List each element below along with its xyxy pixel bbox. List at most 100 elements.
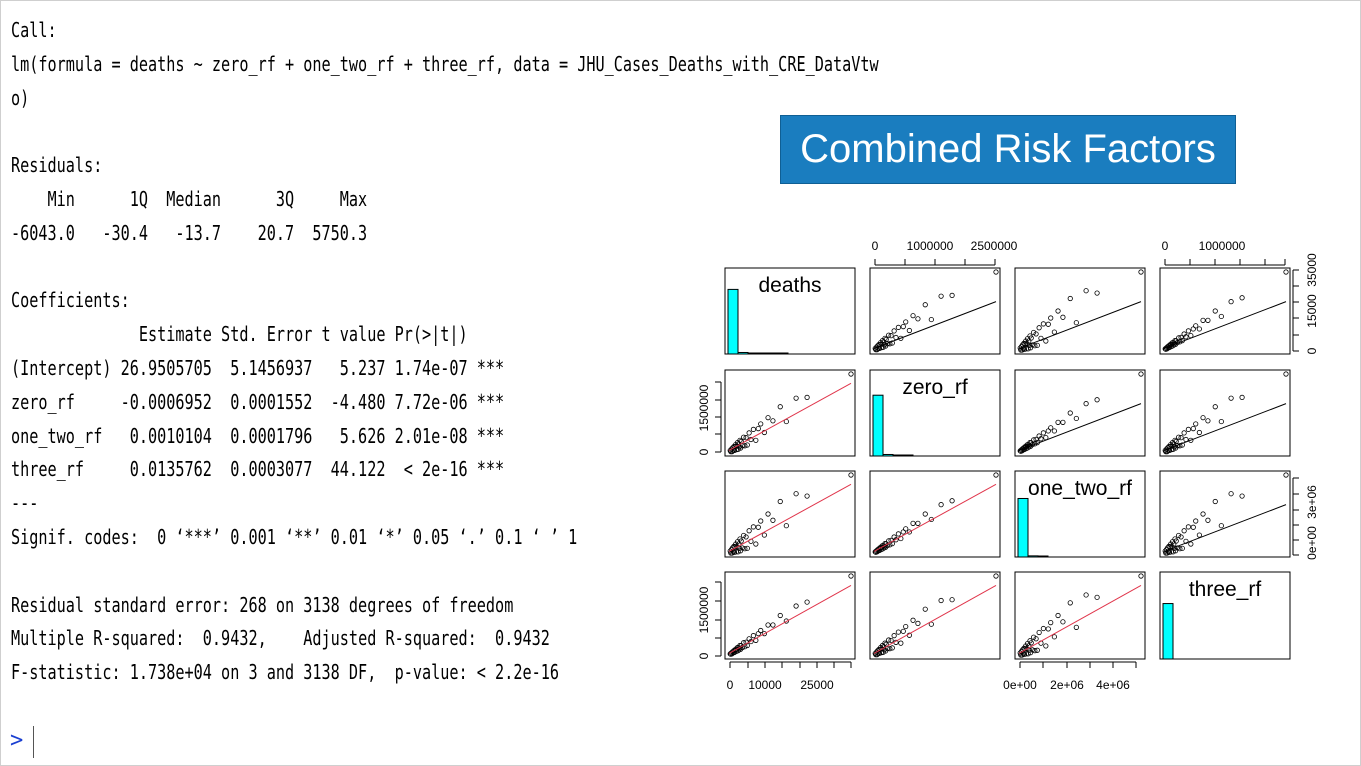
diagonal-label-one_two_rf: one_two_rf <box>1028 477 1132 500</box>
tick-label: 0e+00 <box>1305 526 1319 560</box>
scatter-point <box>1193 323 1199 329</box>
scatter-point <box>1034 342 1040 348</box>
scatter-point <box>903 623 909 630</box>
scatter-point <box>1205 418 1211 424</box>
scatter-point <box>1181 430 1187 436</box>
scatter-point <box>783 523 789 529</box>
scatter-point <box>1188 541 1194 547</box>
smooth-line <box>873 483 997 552</box>
scatter-point <box>893 537 899 543</box>
scatter-point <box>1185 426 1192 432</box>
tick-label: 4e+06 <box>1096 678 1130 692</box>
scatter-point <box>1174 545 1181 551</box>
scatter-point <box>1045 321 1051 327</box>
scatter-point <box>1205 517 1211 523</box>
scatter-point <box>1083 401 1089 407</box>
scatter-point <box>742 443 748 449</box>
scatter-point <box>1094 594 1100 600</box>
smooth-line <box>873 585 997 654</box>
scatter-point <box>949 292 955 298</box>
scatter-point <box>1170 549 1176 555</box>
panel-one_two_rf-three_rf <box>1159 470 1291 558</box>
scatter-point <box>922 606 928 612</box>
scatter-point-max <box>1138 371 1144 377</box>
scatter-point <box>765 511 771 517</box>
scatter-point <box>1218 313 1224 320</box>
scatter-point <box>1205 317 1211 323</box>
scatter-point <box>1036 629 1042 636</box>
scatter-point <box>898 335 904 341</box>
scatter-point <box>1190 326 1196 332</box>
scatter-point <box>738 538 744 544</box>
scatter-point <box>1029 342 1036 348</box>
scatter-point <box>804 394 810 400</box>
scatter-point <box>1067 410 1073 416</box>
tick-label: 0e+00 <box>1003 678 1037 692</box>
scatter-point <box>755 524 761 530</box>
scatter-point <box>750 524 757 530</box>
scatter-point <box>1048 315 1054 321</box>
panel-zero_rf-three_rf <box>1159 369 1291 457</box>
hist-bar-three_rf <box>1162 603 1174 660</box>
console-prompt[interactable]: > <box>10 728 24 753</box>
scatter-point <box>755 425 761 432</box>
scatter-point <box>1029 647 1036 653</box>
scatter-point <box>1200 415 1206 421</box>
tick-label: 0 <box>697 652 711 659</box>
scatter-point <box>1218 418 1224 425</box>
scatter-point <box>1055 419 1061 425</box>
tick-label: 0 <box>1305 347 1319 354</box>
scatter-point <box>746 528 752 534</box>
smooth-line <box>728 585 852 654</box>
scatter-point-max <box>993 269 999 275</box>
scatter-point <box>895 324 902 330</box>
scatter-point-max <box>1138 573 1144 579</box>
scatter-point <box>1028 640 1034 646</box>
scatter-point <box>1073 624 1079 630</box>
scatter-point <box>777 612 783 619</box>
scatter-point <box>903 319 909 325</box>
scatter-point-max <box>1283 269 1289 275</box>
scatter-point <box>761 532 767 538</box>
scatter-point <box>777 404 783 410</box>
scatter-point <box>770 517 776 523</box>
scatter-point <box>750 426 757 432</box>
scatter-point <box>915 520 921 526</box>
scatter-point <box>1228 491 1234 497</box>
scatter-point <box>743 435 749 441</box>
panel-three_rf-deaths <box>724 571 856 660</box>
tick-label: 25000 <box>800 678 834 692</box>
text-cursor[interactable] <box>33 726 34 758</box>
scatter-point <box>744 545 750 551</box>
scatter-point <box>1179 545 1185 551</box>
scatter-point <box>1239 493 1245 499</box>
panel-one_two_rf-one_two_rf <box>1014 470 1146 558</box>
tick-label: 1500000 <box>697 586 711 633</box>
tick-label: 1000000 <box>1199 239 1246 253</box>
scatter-point <box>880 649 886 655</box>
scatter-point <box>898 640 904 646</box>
hist-bar-one_two_rf <box>1027 555 1039 558</box>
scatter-point <box>1073 320 1079 326</box>
hist-bar-deaths <box>757 352 769 355</box>
hist-bar-zero_rf <box>902 454 914 457</box>
scatter-point <box>882 640 888 646</box>
scatter-point <box>1055 612 1061 619</box>
hist-bar-zero_rf <box>882 453 894 457</box>
hist-bar-deaths <box>737 351 749 355</box>
scatter-point <box>1190 425 1196 432</box>
slide-title: Combined Risk Factors <box>780 115 1236 184</box>
scatter-point <box>770 622 776 628</box>
tick-label: 10000 <box>748 678 782 692</box>
scatter-point <box>1040 430 1047 436</box>
scatter-point <box>1218 523 1224 529</box>
scatter-point <box>1040 625 1047 632</box>
panel-three_rf-three_rf <box>1159 571 1291 660</box>
scatter-point <box>915 316 921 322</box>
regression-line <box>1163 504 1287 552</box>
tick-label: 0 <box>697 448 711 455</box>
tick-label: 0 <box>727 678 734 692</box>
scatter-point <box>804 493 810 499</box>
scatter-point <box>889 645 895 651</box>
scatter-point <box>910 617 916 623</box>
